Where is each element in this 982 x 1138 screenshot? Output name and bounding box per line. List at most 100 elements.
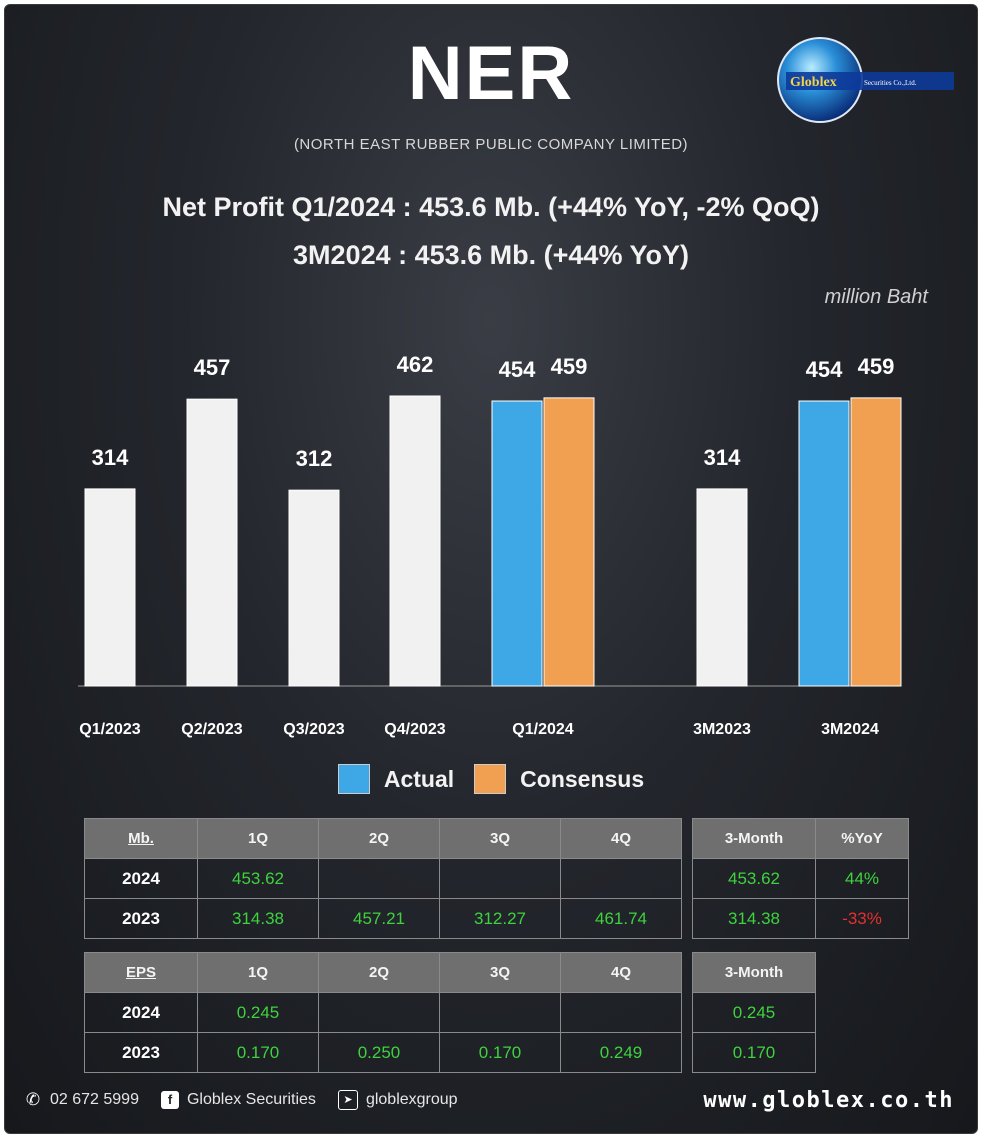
profit-row-2024: 2024 453.62 — [84, 858, 682, 899]
profit-col-yoy: %YoY — [815, 818, 909, 859]
data-label: 457 — [194, 355, 231, 380]
profit-cell — [318, 858, 440, 899]
eps-cell: 0.170 — [197, 1032, 319, 1073]
profit-cell: 453.62 — [197, 858, 319, 899]
profit-summary-cell: 314.38 — [692, 898, 816, 939]
data-label: 312 — [296, 446, 333, 471]
profit-row-2023: 2023 314.38 457.21 312.27 461.74 — [84, 898, 682, 939]
profit-table-corner: Mb. — [84, 818, 198, 859]
eps-col-4q: 4Q — [560, 952, 682, 993]
x-tick-label: Q1/2023 — [79, 721, 140, 738]
eps-cell: 0.170 — [439, 1032, 561, 1073]
eps-summary-cell: 0.170 — [692, 1032, 816, 1073]
bar-q1-2024-consensus — [543, 397, 595, 687]
legend-actual-swatch — [337, 764, 370, 794]
phone-contact[interactable]: ✆ 02 672 5999 — [24, 1091, 139, 1109]
bar-q1-2023-historical — [84, 488, 136, 687]
profit-col-3q: 3Q — [439, 818, 561, 859]
website-link[interactable]: www.globlex.co.th — [703, 1088, 954, 1113]
eps-col-3q: 3Q — [439, 952, 561, 993]
eps-cell — [318, 992, 440, 1033]
profit-col-4q: 4Q — [560, 818, 682, 859]
eps-cell — [439, 992, 561, 1033]
eps-cell: 0.249 — [560, 1032, 682, 1073]
bar-q2-2023-historical — [186, 398, 238, 687]
eps-summary-cell: 0.245 — [692, 992, 816, 1033]
eps-row-2023: 2023 0.170 0.250 0.170 0.249 — [84, 1032, 682, 1073]
eps-row-year: 2024 — [84, 992, 198, 1033]
telegram-link[interactable]: ➤ globlexgroup — [337, 1090, 458, 1110]
profit-yoy-cell: -33% — [815, 898, 909, 939]
profit-cell — [560, 858, 682, 899]
telegram-label: globlexgroup — [365, 1091, 458, 1108]
profit-summary-row-2024: 453.62 44% — [692, 858, 909, 899]
profit-cell: 461.74 — [560, 898, 682, 939]
bar-q1-2024-actual — [491, 400, 543, 687]
globlex-logo: Globlex Securities Co.,Ltd. — [777, 37, 954, 123]
eps-summary-row-2023: 0.170 — [692, 1032, 816, 1073]
bar-q4-2023-historical — [389, 395, 441, 687]
profit-cell: 457.21 — [318, 898, 440, 939]
legend-consensus-label: Consensus — [520, 765, 645, 792]
legend-consensus-swatch — [474, 764, 507, 794]
eps-row-year: 2023 — [84, 1032, 198, 1073]
eps-summary-row-2024: 0.245 — [692, 992, 816, 1033]
profit-summary-row-2023: 314.38 -33% — [692, 898, 909, 939]
ticker-title: NER — [407, 31, 575, 116]
eps-col-1q: 1Q — [197, 952, 319, 993]
contact-footer: ✆ 02 672 5999 f Globlex Securities ➤ glo… — [24, 1090, 458, 1110]
profit-col-3month: 3-Month — [692, 818, 816, 859]
bar-3m2023-historical — [696, 488, 748, 687]
data-label: 462 — [397, 352, 434, 377]
logo-text: Globlex — [790, 75, 837, 90]
profit-summary-table: 3-Month %YoY 453.62 44% 314.38 -33% — [692, 818, 909, 939]
facebook-link[interactable]: f Globlex Securities — [160, 1091, 316, 1109]
bar-q3-2023-historical — [288, 489, 340, 687]
profit-cell: 314.38 — [197, 898, 319, 939]
data-label: 459 — [551, 354, 588, 379]
profit-col-1q: 1Q — [197, 818, 319, 859]
x-tick-label: Q1/2024 — [512, 721, 573, 738]
data-label: 314 — [704, 445, 741, 470]
eps-table-corner: EPS — [84, 952, 198, 993]
x-tick-label: Q2/2023 — [181, 721, 242, 738]
eps-cell: 0.245 — [197, 992, 319, 1033]
x-tick-label: 3M2024 — [821, 721, 879, 738]
legend-actual: Actual — [337, 764, 455, 794]
x-tick-label: Q3/2023 — [283, 721, 344, 738]
phone-icon: ✆ — [25, 1090, 41, 1109]
data-label: 314 — [92, 445, 129, 470]
eps-row-2024: 2024 0.245 — [84, 992, 682, 1033]
eps-col-3month: 3-Month — [692, 952, 816, 993]
eps-cell — [560, 992, 682, 1033]
profit-row-year: 2023 — [84, 898, 198, 939]
logo-subtext: Securities Co.,Ltd. — [864, 79, 917, 87]
bar-3m2024-consensus — [850, 397, 902, 687]
chart-legend: Actual Consensus — [0, 764, 982, 794]
data-label: 454 — [806, 357, 843, 382]
data-label: 459 — [858, 354, 895, 379]
company-name: (NORTH EAST RUBBER PUBLIC COMPANY LIMITE… — [293, 136, 689, 153]
phone-number: 02 672 5999 — [50, 1091, 139, 1108]
profit-summary-cell: 453.62 — [692, 858, 816, 899]
profit-col-2q: 2Q — [318, 818, 440, 859]
profit-row-year: 2024 — [84, 858, 198, 899]
profit-cell — [439, 858, 561, 899]
x-tick-label: 3M2023 — [693, 721, 751, 738]
telegram-icon: ➤ — [337, 1090, 358, 1110]
eps-summary-table: 3-Month 0.245 0.170 — [692, 952, 816, 1073]
x-tick-label: Q4/2023 — [384, 721, 445, 738]
headline-quarter: Net Profit Q1/2024 : 453.6 Mb. (+44% YoY… — [162, 192, 820, 222]
facebook-icon: f — [160, 1091, 179, 1109]
profit-cell: 312.27 — [439, 898, 561, 939]
legend-consensus: Consensus — [474, 764, 644, 794]
eps-col-2q: 2Q — [318, 952, 440, 993]
unit-label: million Baht — [824, 286, 928, 308]
eps-table: EPS 1Q 2Q 3Q 4Q 2024 0.245 2023 0.170 0.… — [84, 952, 682, 1073]
data-label: 454 — [499, 357, 536, 382]
legend-actual-label: Actual — [383, 765, 455, 792]
profit-table: Mb. 1Q 2Q 3Q 4Q 2024 453.62 2023 314.38 … — [84, 818, 682, 939]
headline-ytd: 3M2024 : 453.6 Mb. (+44% YoY) — [293, 240, 689, 270]
net-profit-bar-chart: 314 Q1/2023 457 Q2/2023 312 Q3/2023 462 Q4/2023… — [78, 352, 902, 738]
bar-3m2024-actual — [798, 400, 850, 687]
